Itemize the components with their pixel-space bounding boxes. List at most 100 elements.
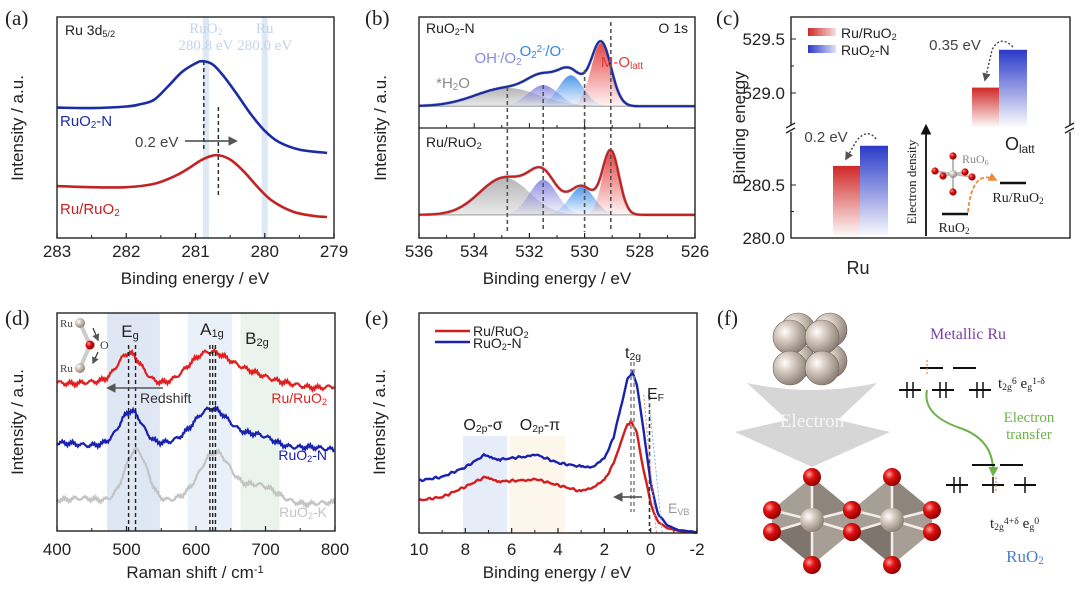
series-label: RuO2-K bbox=[279, 504, 328, 521]
text-run: latt bbox=[1019, 143, 1035, 156]
text-run: E bbox=[121, 322, 132, 341]
text-run: RuO bbox=[60, 113, 91, 130]
x-tick-label: 600 bbox=[182, 540, 210, 559]
x-tick-label: 279 bbox=[320, 242, 348, 261]
x-tick-label: 10 bbox=[410, 540, 429, 559]
x-tick-label: 4 bbox=[553, 540, 562, 559]
oxygen-atom-icon bbox=[923, 501, 941, 519]
text-run: RuO bbox=[426, 20, 455, 36]
text-run: Ru bbox=[846, 258, 869, 278]
text-run: 1g bbox=[212, 328, 224, 340]
bar-ru-ruo2-n bbox=[860, 145, 888, 238]
text-run: Intensity / a.u. bbox=[8, 369, 27, 475]
text-run: -N bbox=[460, 20, 475, 36]
text-run: 2 bbox=[477, 141, 482, 151]
text-run: -N bbox=[96, 113, 112, 130]
text-run: 0 bbox=[646, 540, 655, 559]
x-axis-label: Raman shift / cm-1 bbox=[126, 563, 263, 582]
octahedron-face bbox=[772, 520, 812, 565]
text-run: t bbox=[998, 376, 1003, 392]
x-axis-label: Binding energy / eV bbox=[483, 269, 632, 288]
text-run: 280.0 bbox=[742, 229, 785, 248]
series-line-ru-ruo2 bbox=[56, 153, 328, 219]
text-run: Electron bbox=[780, 411, 845, 432]
text-run: Ru/RuO bbox=[271, 390, 322, 406]
x-tick-label: 2 bbox=[600, 540, 609, 559]
reference-band-label: Ru bbox=[256, 21, 274, 37]
oxygen-atom-icon bbox=[803, 556, 821, 574]
text-run: (f) bbox=[717, 306, 738, 330]
oxygen-atom-icon bbox=[883, 556, 901, 574]
y-tick-label: 280.0 bbox=[742, 229, 785, 248]
text-run: 280 bbox=[251, 242, 279, 261]
text-run: 2p bbox=[476, 424, 488, 435]
x-tick-label: 800 bbox=[321, 540, 349, 559]
panel-label: (c) bbox=[716, 6, 739, 30]
text-run: 2g bbox=[994, 522, 1004, 533]
text-run: F bbox=[658, 393, 664, 404]
x-tick-label: 530 bbox=[570, 242, 598, 261]
text-run: Binding energy / eV bbox=[483, 269, 632, 288]
text-run: latt bbox=[630, 61, 643, 72]
text-run: 0.2 eV bbox=[135, 134, 178, 151]
text-run: Ru bbox=[60, 363, 73, 375]
text-run: 2g bbox=[1002, 382, 1012, 393]
text-run: 2 bbox=[322, 397, 327, 407]
text-run: Intensity / a.u. bbox=[371, 75, 390, 181]
x-axis-label: Binding energy / eV bbox=[483, 563, 632, 582]
text-run: Ru/RuO bbox=[841, 25, 892, 41]
text-run: 2 bbox=[1039, 196, 1044, 206]
electron-flow-arrow bbox=[735, 383, 890, 467]
x-tick-label: 500 bbox=[112, 540, 140, 559]
y-axis-label: Intensity / a.u. bbox=[371, 75, 390, 181]
text-run: RuO bbox=[473, 335, 502, 351]
y-tick-label: 529.0 bbox=[742, 84, 785, 103]
text-run: Raman shift / cm bbox=[126, 563, 254, 582]
text-run: *H bbox=[436, 75, 453, 92]
octahedron-face bbox=[812, 477, 852, 520]
text-run: 282 bbox=[112, 242, 140, 261]
panel-label: (d) bbox=[5, 306, 30, 330]
text-run: RuO bbox=[279, 504, 308, 520]
y-tick-label: 280.5 bbox=[742, 176, 785, 195]
text-run: 4+δ bbox=[1004, 516, 1019, 527]
octahedron-face bbox=[852, 520, 892, 565]
text-run: Redshift bbox=[140, 390, 191, 406]
text-run: 0 bbox=[1034, 516, 1039, 527]
text-run: 2 bbox=[455, 27, 460, 37]
text-run: (b) bbox=[365, 6, 390, 30]
text-run: E bbox=[647, 386, 658, 403]
text-run: -1 bbox=[254, 564, 264, 576]
ru-atom-icon bbox=[804, 319, 840, 355]
text-run: g bbox=[1029, 522, 1034, 533]
x-axis-label: Binding energy / eV bbox=[121, 269, 270, 288]
text-run: /O bbox=[545, 43, 561, 60]
core-level-label: O 1s bbox=[658, 20, 688, 36]
text-run: 528 bbox=[626, 242, 654, 261]
text-run: 6 bbox=[1012, 376, 1017, 387]
electron-transfer-arrow bbox=[925, 389, 999, 477]
component-label: OH-/O2 bbox=[474, 50, 521, 68]
component-label: M-Olatt bbox=[601, 54, 643, 72]
axis-break-gap bbox=[1066, 125, 1074, 132]
text-run: Ru bbox=[60, 318, 73, 330]
text-run: RuO bbox=[841, 42, 870, 58]
raman-spectrum-ru-ruo2 bbox=[56, 347, 335, 394]
text-run: Binding energy / eV bbox=[121, 269, 270, 288]
text-run: Intensity / a.u. bbox=[8, 75, 27, 181]
text-run: - bbox=[497, 51, 500, 62]
level-label: Ru/RuO2 bbox=[992, 191, 1044, 206]
bar-olatt-ruo2-n bbox=[999, 49, 1027, 128]
text-run: 8 bbox=[461, 540, 470, 559]
x-tick-label: 281 bbox=[181, 242, 209, 261]
text-run: 2g bbox=[629, 352, 641, 363]
legend-label: Ru/RuO2 bbox=[841, 25, 897, 42]
ruthenium-atom-icon bbox=[75, 318, 85, 328]
core-level-label: Ru 3d5/2 bbox=[65, 22, 115, 39]
text-run: 536 bbox=[405, 242, 433, 261]
text-run: O bbox=[520, 43, 532, 60]
reference-band-label: RuO2 bbox=[189, 21, 222, 38]
ru-atom-icon bbox=[880, 508, 904, 532]
fermi-level-label: EF bbox=[647, 386, 664, 404]
